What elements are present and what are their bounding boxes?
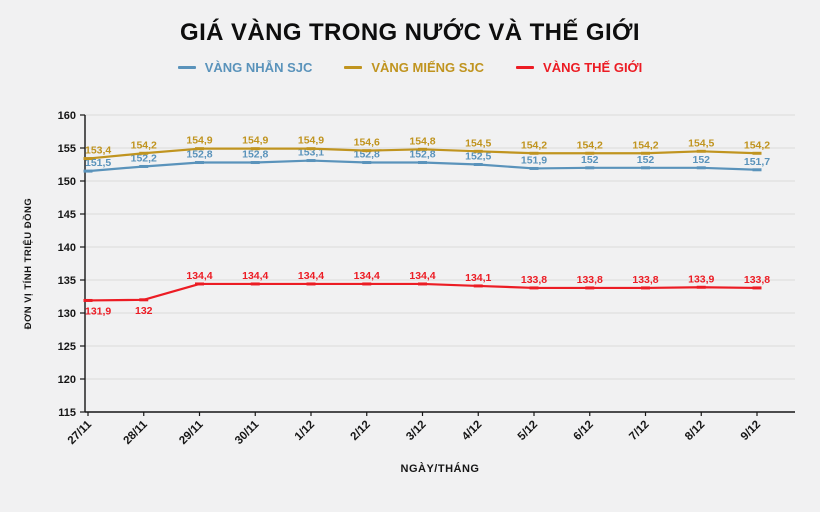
svg-text:131,9: 131,9 (85, 305, 111, 317)
svg-text:150: 150 (58, 176, 76, 188)
svg-text:8/12: 8/12 (683, 419, 707, 443)
svg-text:151,7: 151,7 (744, 156, 770, 168)
legend-label: VÀNG MIẾNG SJC (371, 60, 485, 75)
svg-text:27/11: 27/11 (66, 418, 95, 447)
legend-dash-icon (344, 66, 363, 69)
svg-text:ĐƠN VỊ TÍNH TRIỆU ĐỒNG: ĐƠN VỊ TÍNH TRIỆU ĐỒNG (22, 198, 34, 330)
svg-text:153,4: 153,4 (85, 145, 111, 157)
svg-text:29/11: 29/11 (177, 418, 206, 447)
svg-text:154,2: 154,2 (521, 139, 547, 151)
legend-item-vang-mieng-sjc[interactable]: VÀNG MIẾNG SJC (344, 60, 484, 75)
svg-text:134,4: 134,4 (186, 270, 212, 282)
svg-text:133,8: 133,8 (577, 274, 603, 286)
svg-text:6/12: 6/12 (572, 419, 596, 443)
svg-text:154,9: 154,9 (242, 135, 268, 147)
svg-text:154,5: 154,5 (688, 137, 714, 149)
svg-text:2/12: 2/12 (349, 419, 373, 443)
svg-text:152: 152 (637, 154, 655, 166)
svg-text:134,4: 134,4 (354, 270, 380, 282)
svg-text:130: 130 (58, 308, 76, 320)
svg-text:133,9: 133,9 (688, 273, 714, 285)
svg-text:NGÀY/THÁNG: NGÀY/THÁNG (401, 462, 480, 475)
line-chart: 115 120 125 130 135 140 145 150 155 160 27/11 28/11… (0, 100, 820, 507)
legend-dash-icon (516, 66, 535, 69)
svg-text:1/12: 1/12 (293, 419, 317, 443)
svg-text:151,9: 151,9 (521, 154, 547, 166)
svg-text:9/12: 9/12 (739, 419, 763, 443)
svg-text:133,8: 133,8 (632, 274, 658, 286)
svg-text:133,8: 133,8 (744, 274, 770, 286)
svg-text:154,9: 154,9 (186, 135, 212, 147)
svg-text:154,2: 154,2 (131, 139, 157, 151)
svg-text:133,8: 133,8 (521, 274, 547, 286)
svg-text:152,2: 152,2 (131, 152, 157, 164)
svg-text:160: 160 (58, 110, 76, 122)
svg-text:134,4: 134,4 (409, 270, 435, 282)
svg-text:155: 155 (58, 143, 76, 155)
page-title: GIÁ VÀNG TRONG NƯỚC VÀ THẾ GIỚI (180, 19, 640, 46)
svg-text:30/11: 30/11 (233, 418, 262, 447)
svg-text:135: 135 (58, 275, 76, 287)
svg-text:154,8: 154,8 (409, 135, 435, 147)
svg-text:152,8: 152,8 (186, 149, 212, 161)
svg-text:140: 140 (58, 242, 76, 254)
svg-text:125: 125 (58, 341, 76, 353)
svg-text:154,6: 154,6 (354, 137, 380, 149)
chart-svg: 115 120 125 130 135 140 145 150 155 160 27/11 28/11… (22, 110, 795, 475)
svg-text:3/12: 3/12 (404, 419, 428, 443)
svg-text:5/12: 5/12 (516, 419, 540, 443)
svg-text:152,5: 152,5 (465, 151, 491, 163)
svg-text:134,4: 134,4 (242, 270, 268, 282)
svg-text:152,8: 152,8 (409, 149, 435, 161)
legend-label: VÀNG NHẪN SJC (204, 60, 313, 75)
svg-text:152: 152 (692, 154, 710, 166)
svg-text:134,1: 134,1 (465, 272, 491, 284)
svg-text:154,2: 154,2 (577, 139, 603, 151)
svg-text:154,5: 154,5 (465, 137, 491, 149)
svg-text:7/12: 7/12 (627, 419, 651, 443)
svg-text:28/11: 28/11 (121, 418, 150, 447)
legend-item-vang-nhan-sjc[interactable]: VÀNG NHẪN SJC (177, 60, 313, 75)
svg-text:154,2: 154,2 (744, 139, 770, 151)
svg-text:151,5: 151,5 (85, 157, 111, 169)
legend: VÀNG NHẪN SJC VÀNG MIẾNG SJC VÀNG THẾ GI… (0, 60, 820, 75)
svg-text:145: 145 (58, 209, 76, 221)
svg-text:152,8: 152,8 (242, 149, 268, 161)
svg-text:4/12: 4/12 (460, 419, 484, 443)
svg-text:154,9: 154,9 (298, 135, 324, 147)
svg-text:115: 115 (58, 407, 76, 419)
svg-text:152: 152 (581, 154, 599, 166)
svg-text:120: 120 (58, 374, 76, 386)
svg-text:132: 132 (135, 305, 153, 317)
svg-text:154,2: 154,2 (632, 139, 658, 151)
legend-label: VÀNG THẾ GIỚI (543, 60, 643, 75)
svg-text:134,4: 134,4 (298, 270, 324, 282)
legend-dash-icon (177, 66, 196, 69)
legend-item-vang-the-gioi[interactable]: VÀNG THẾ GIỚI (516, 60, 642, 75)
